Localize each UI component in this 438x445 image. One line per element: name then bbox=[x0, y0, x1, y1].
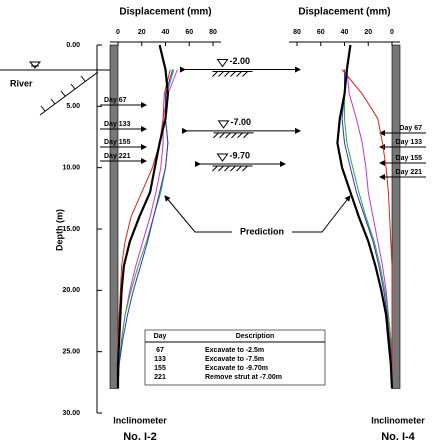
table-cell: Excavate to -2.5m bbox=[205, 347, 264, 354]
level-label: -2.00 bbox=[230, 56, 251, 66]
table-cell: 67 bbox=[156, 347, 164, 354]
leader bbox=[292, 195, 351, 233]
panel-name: No. I-4 bbox=[381, 431, 415, 443]
series-label: Day 133 bbox=[104, 121, 131, 128]
ground-hatch bbox=[212, 71, 253, 77]
y-tick-label: 30.00 bbox=[62, 410, 80, 417]
series-label: Day 155 bbox=[104, 139, 131, 146]
y-tick-label: 15.00 bbox=[62, 226, 80, 233]
series-label: Day 67 bbox=[399, 125, 422, 132]
ground-hatch bbox=[213, 132, 254, 139]
leader bbox=[164, 195, 232, 233]
caption: Inclinometer bbox=[371, 415, 425, 425]
y-tick-label: 0.00 bbox=[66, 42, 80, 49]
x-tick-label: 80 bbox=[293, 29, 301, 36]
x-tick-label: 20 bbox=[138, 29, 146, 36]
level-label: -9.70 bbox=[230, 150, 251, 160]
series-label: Day 133 bbox=[396, 139, 423, 146]
series-label: Day 221 bbox=[104, 153, 131, 160]
level-label: -7.00 bbox=[231, 117, 252, 127]
table-cell: Excavate to -9.70m bbox=[205, 365, 268, 372]
y-axis-label: Depth (m) bbox=[54, 209, 64, 251]
inclinometer bbox=[391, 44, 401, 389]
x-tick-label: 0 bbox=[390, 29, 394, 36]
caption: Inclinometer bbox=[113, 415, 167, 425]
prediction-line bbox=[336, 44, 394, 389]
river-bank bbox=[39, 71, 99, 116]
x-tick-label: 60 bbox=[317, 29, 325, 36]
x-axis-label: Displacement (mm) bbox=[119, 7, 211, 18]
y-tick-label: 25.00 bbox=[62, 349, 80, 356]
prediction-line bbox=[116, 44, 170, 389]
x-tick-label: 20 bbox=[364, 29, 372, 36]
series-line bbox=[344, 69, 393, 389]
x-tick-label: 0 bbox=[116, 29, 120, 36]
series-label: Day 67 bbox=[104, 97, 127, 104]
table-cell: Remove strut at -7.00m bbox=[205, 374, 282, 381]
level-symbol bbox=[217, 120, 230, 129]
y-tick-label: 10.00 bbox=[62, 165, 80, 172]
series-line bbox=[117, 69, 171, 389]
series-line bbox=[117, 69, 174, 389]
y-tick-label: 20.00 bbox=[62, 287, 80, 294]
table-cell: 155 bbox=[154, 365, 166, 372]
inclinometer bbox=[109, 44, 119, 389]
prediction-label: Prediction bbox=[240, 226, 284, 236]
table-box bbox=[144, 329, 326, 386]
ground-hatch bbox=[212, 165, 253, 172]
x-tick-label: 80 bbox=[209, 29, 217, 36]
table-cell: 133 bbox=[154, 356, 166, 363]
table-cell: 221 bbox=[154, 374, 166, 381]
x-tick-label: 60 bbox=[185, 29, 193, 36]
x-tick-label: 40 bbox=[341, 29, 349, 36]
series-label: Day 221 bbox=[396, 169, 423, 176]
series-line bbox=[341, 69, 393, 389]
x-tick-label: 40 bbox=[162, 29, 170, 36]
table-header: Day bbox=[154, 333, 167, 340]
x-axis-label: Displacement (mm) bbox=[298, 7, 390, 18]
river-label: River bbox=[10, 78, 33, 88]
table-header: Description bbox=[236, 333, 275, 340]
series-line bbox=[346, 69, 393, 389]
water-symbol bbox=[28, 61, 42, 69]
level-symbol bbox=[216, 153, 229, 162]
level-symbol bbox=[216, 59, 229, 68]
series-line bbox=[341, 69, 393, 389]
series-label: Day 155 bbox=[396, 155, 423, 162]
panel-name: No. I-2 bbox=[123, 431, 157, 443]
y-tick-label: 5.00 bbox=[66, 103, 80, 110]
table-cell: Excavate to -7.5m bbox=[205, 356, 264, 363]
